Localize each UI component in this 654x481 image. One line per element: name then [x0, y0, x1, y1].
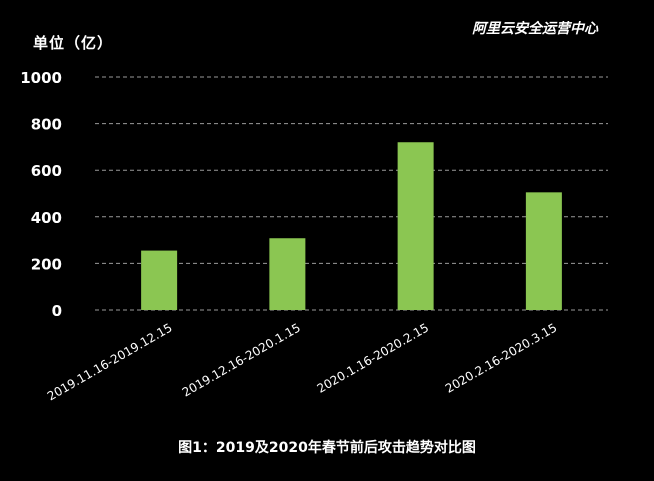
x-tick-label: 2019.12.16-2020.1.15 [180, 320, 303, 399]
y-tick-label: 400 [31, 209, 62, 227]
y-tick-label: 1000 [20, 69, 62, 87]
y-tick-label: 200 [31, 255, 62, 273]
x-tick-label: 2020.1.16-2020.2.15 [315, 320, 432, 395]
x-tick-label: 2020.2.16-2020.3.15 [443, 320, 560, 395]
bar [525, 192, 562, 310]
y-tick-label: 800 [31, 116, 62, 134]
y-tick-label: 600 [31, 162, 62, 180]
bar [397, 142, 434, 310]
y-axis-unit-label: 单位（亿） [33, 34, 114, 52]
source-label: 阿里云安全运营中心 [472, 21, 598, 37]
figure-caption: 图1：2019及2020年春节前后攻击趋势对比图 [178, 440, 476, 456]
x-tick-label: 2019.11.16-2019.12.15 [45, 320, 175, 403]
y-tick-label: 0 [52, 302, 62, 320]
bar [269, 238, 306, 310]
bar [141, 250, 178, 310]
